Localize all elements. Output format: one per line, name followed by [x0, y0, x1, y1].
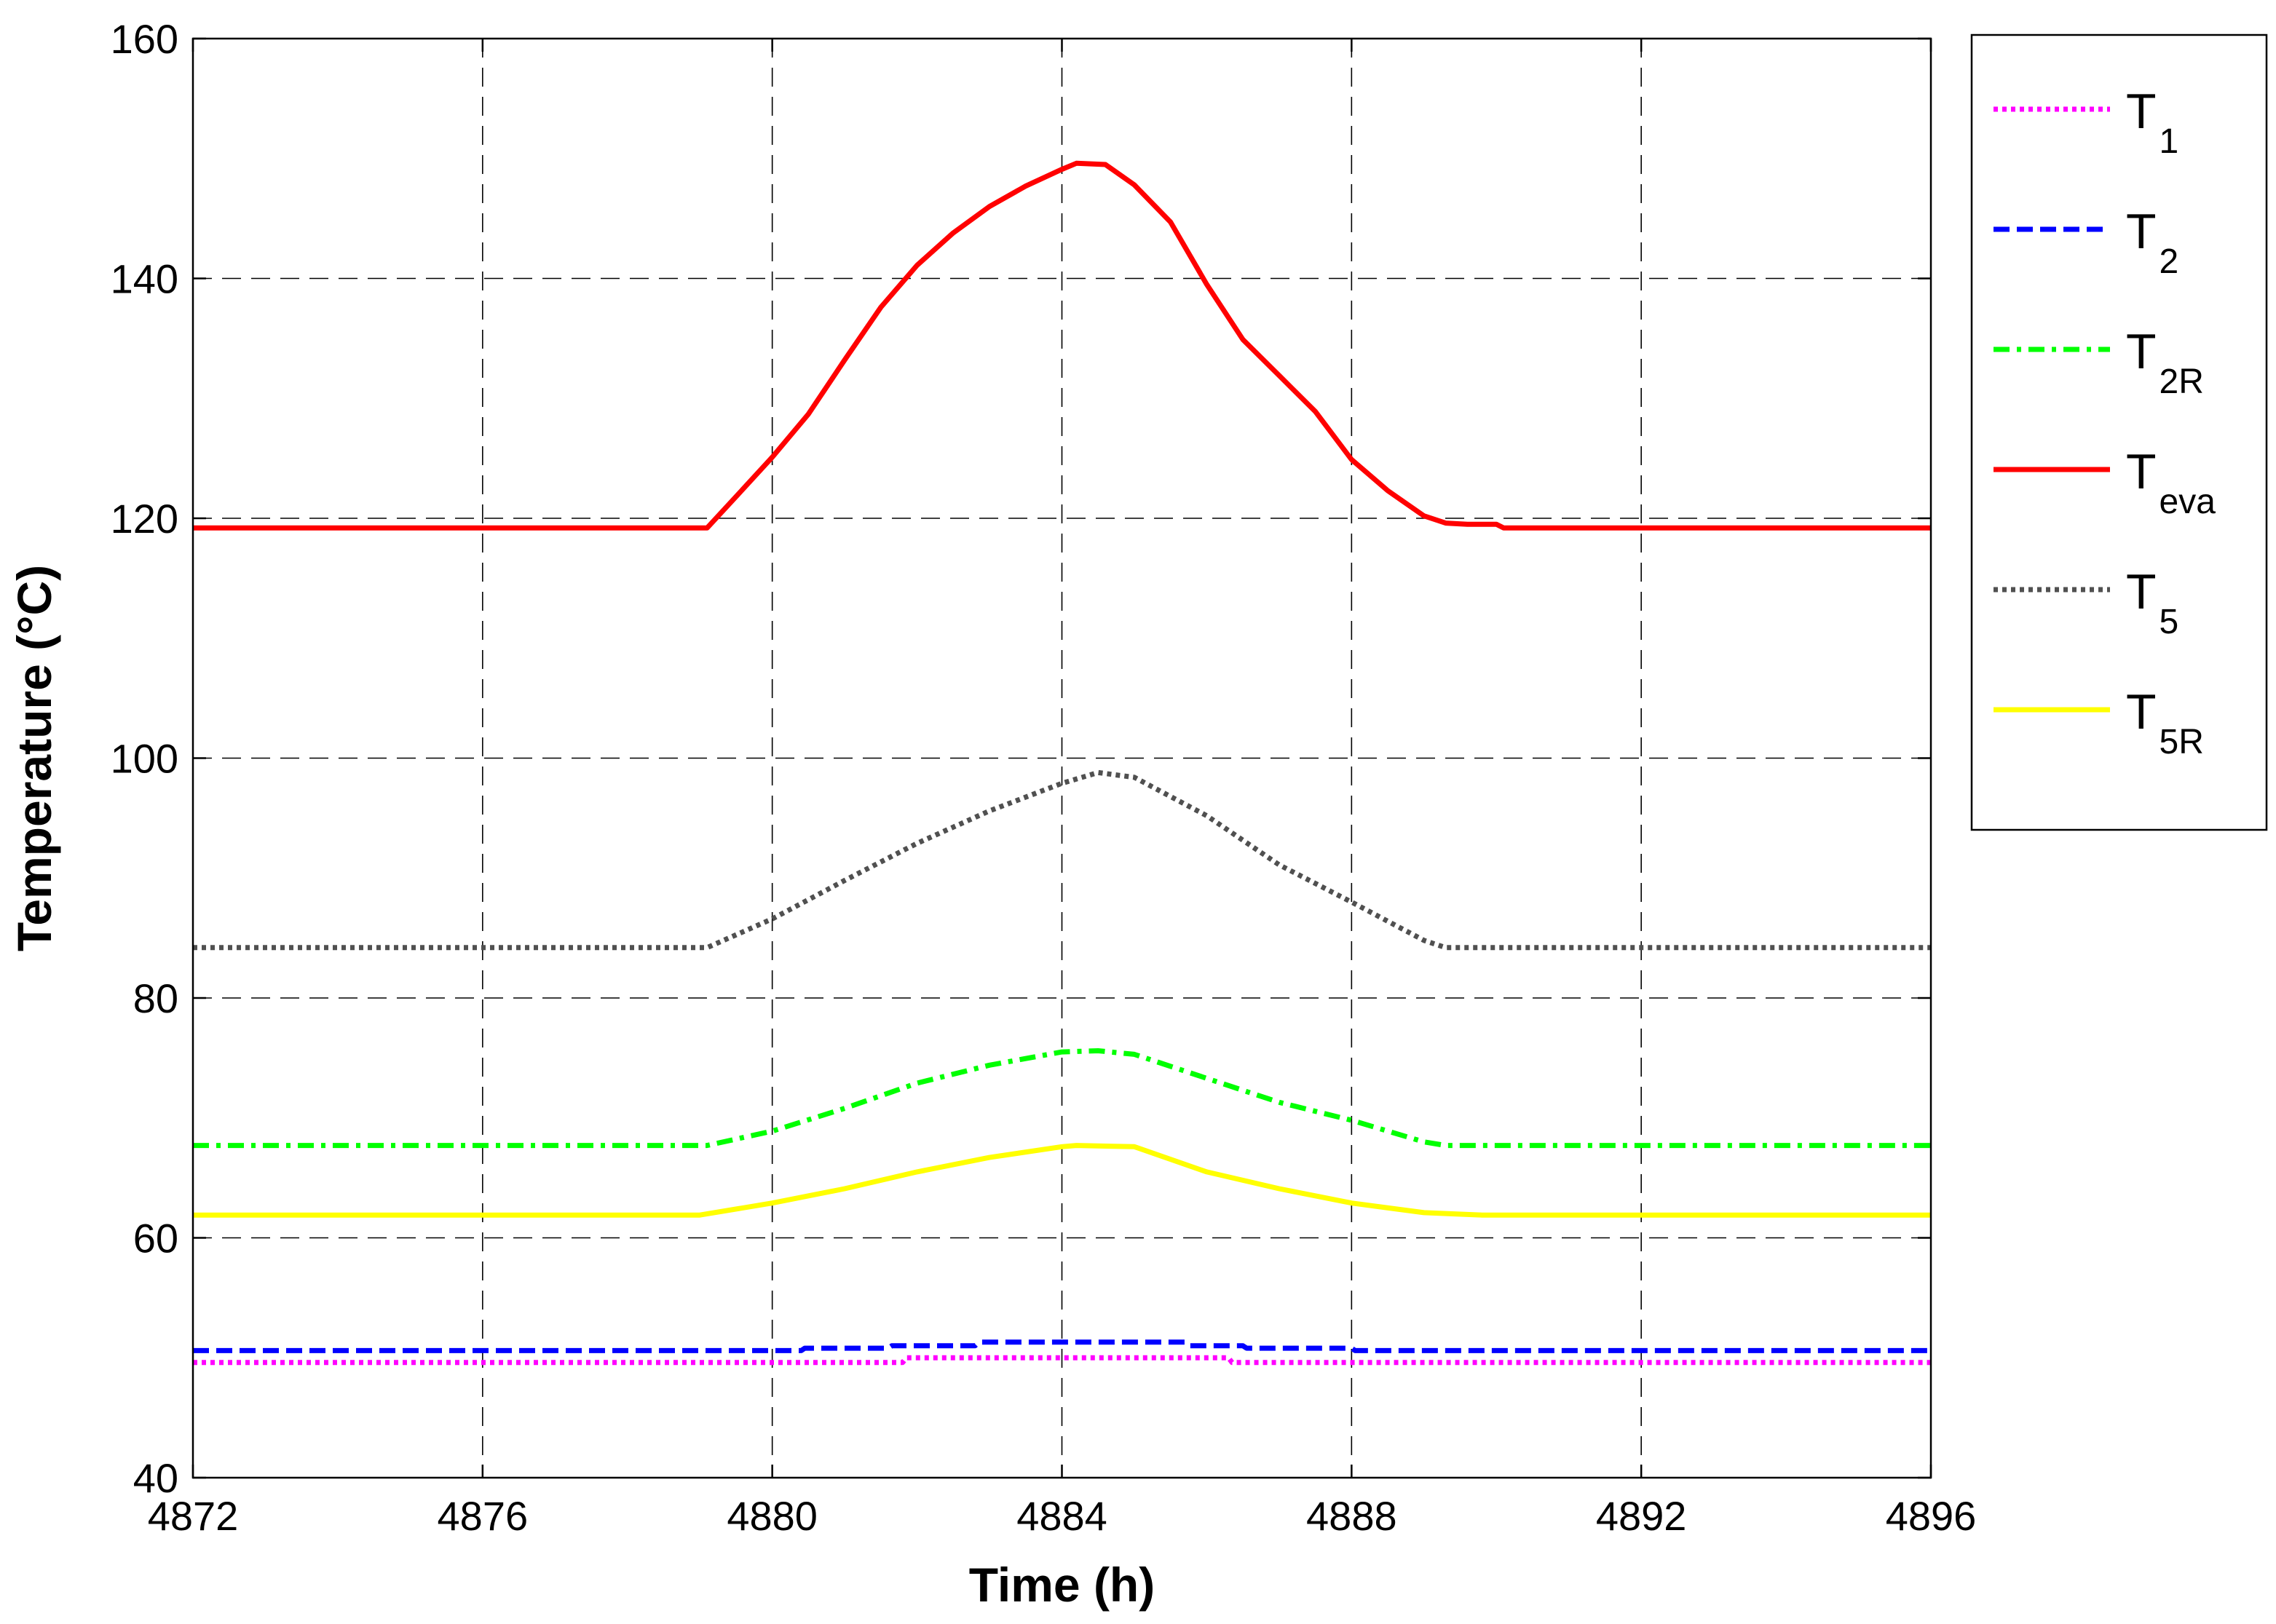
x-tick-label: 4884	[1016, 1493, 1107, 1539]
x-tick-label: 4888	[1306, 1493, 1397, 1539]
y-axis-title: Temperature (°C)	[7, 565, 61, 951]
y-tick-label: 100	[111, 736, 178, 782]
legend-entry-t2r: T2R	[1994, 324, 2204, 401]
data-series	[193, 160, 1931, 1366]
legend-label: T2	[2126, 204, 2178, 281]
legend-label: T5	[2126, 564, 2178, 641]
series-t2-line	[193, 1339, 1931, 1353]
axis-ticks: 4872 4876 4880 4884 4888 4892 4896 40 60 80 100 120…	[111, 16, 1977, 1539]
x-tick-label: 4872	[148, 1493, 239, 1539]
series-t5r-line	[193, 1143, 1931, 1218]
y-tick-label: 140	[111, 256, 178, 302]
x-tick-label: 4876	[438, 1493, 529, 1539]
x-axis-title: Time (h)	[969, 1558, 1155, 1612]
legend-label: T5R	[2126, 684, 2204, 761]
x-tick-label: 4896	[1886, 1493, 1977, 1539]
legend-entry-t1: T1	[1994, 84, 2178, 161]
legend-entry-teva: Teva	[1994, 444, 2216, 521]
y-tick-label: 120	[111, 496, 178, 542]
x-tick-label: 4892	[1596, 1493, 1687, 1539]
legend-label: T1	[2126, 84, 2178, 161]
y-tick-label: 60	[133, 1216, 178, 1261]
y-tick-label: 160	[111, 16, 178, 62]
grid	[193, 39, 1931, 1478]
legend-box	[1970, 33, 2268, 831]
series-t1-line	[193, 1355, 1931, 1366]
legend-entry-t5r: T5R	[1994, 684, 2204, 761]
legend-label: Teva	[2126, 444, 2216, 521]
y-tick-label: 80	[133, 975, 178, 1021]
legend-entry-t5: T5	[1994, 564, 2178, 641]
series-t5-line	[193, 769, 1931, 951]
series-t2r-line	[193, 1048, 1931, 1149]
y-tick-label: 40	[133, 1455, 178, 1501]
legend-label: T2R	[2126, 324, 2204, 401]
series-teva-line	[193, 160, 1931, 531]
x-tick-label: 4880	[727, 1493, 818, 1539]
legend: T1 T2 T2R Teva T5 T5R	[1970, 33, 2268, 831]
legend-entry-t2: T2	[1994, 204, 2178, 281]
